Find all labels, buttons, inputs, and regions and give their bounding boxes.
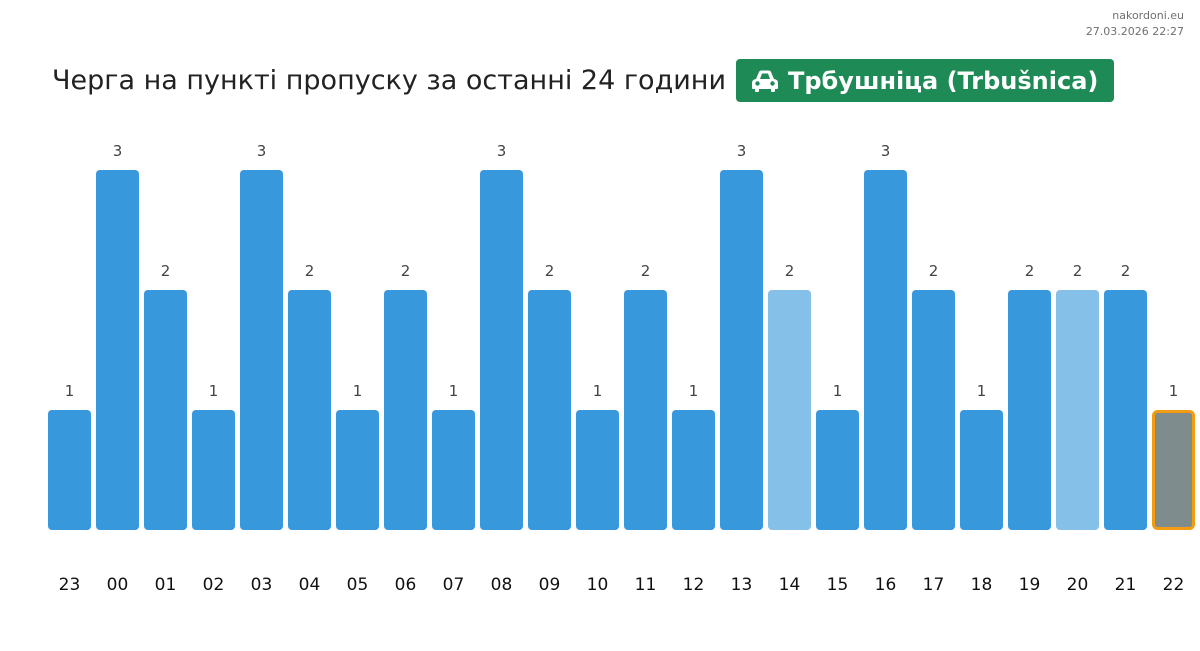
value-label-02: 1: [209, 382, 219, 400]
x-tick-22: 22: [1163, 575, 1185, 595]
bar-17[interactable]: [912, 290, 955, 530]
value-label-19: 2: [1025, 262, 1035, 280]
value-label-01: 2: [161, 262, 171, 280]
bar-02[interactable]: [192, 410, 235, 530]
bar-20[interactable]: [1056, 290, 1099, 530]
value-label-13: 3: [737, 142, 747, 160]
bar-08[interactable]: [480, 170, 523, 530]
site-domain: nakordoni.eu: [1112, 9, 1184, 22]
bar-19[interactable]: [1008, 290, 1051, 530]
x-tick-07: 07: [443, 575, 465, 595]
bar-01[interactable]: [144, 290, 187, 530]
x-tick-18: 18: [971, 575, 993, 595]
x-tick-06: 06: [395, 575, 417, 595]
bar-10[interactable]: [576, 410, 619, 530]
x-tick-05: 05: [347, 575, 369, 595]
bar-13[interactable]: [720, 170, 763, 530]
x-tick-11: 11: [635, 575, 657, 595]
value-label-09: 2: [545, 262, 555, 280]
bar-18[interactable]: [960, 410, 1003, 530]
value-label-17: 2: [929, 262, 939, 280]
value-label-18: 1: [977, 382, 987, 400]
value-label-10: 1: [593, 382, 603, 400]
value-label-23: 1: [65, 382, 75, 400]
x-tick-01: 01: [155, 575, 177, 595]
value-label-21: 2: [1121, 262, 1131, 280]
bar-07[interactable]: [432, 410, 475, 530]
value-label-14: 2: [785, 262, 795, 280]
chart-header: Черга на пункті пропуску за останні 24 г…: [52, 59, 1115, 102]
bar-05[interactable]: [336, 410, 379, 530]
x-tick-17: 17: [923, 575, 945, 595]
bar-15[interactable]: [816, 410, 859, 530]
bar-06[interactable]: [384, 290, 427, 530]
x-tick-10: 10: [587, 575, 609, 595]
x-tick-04: 04: [299, 575, 321, 595]
bar-23[interactable]: [48, 410, 91, 530]
value-label-04: 2: [305, 262, 315, 280]
value-label-22: 1: [1169, 382, 1179, 400]
x-tick-00: 00: [107, 575, 129, 595]
x-tick-09: 09: [539, 575, 561, 595]
x-tick-02: 02: [203, 575, 225, 595]
x-tick-16: 16: [875, 575, 897, 595]
timestamp: 27.03.2026 22:27: [1085, 25, 1184, 38]
checkpoint-badge[interactable]: Трбушніца (Trbušnica): [736, 59, 1115, 102]
value-label-06: 2: [401, 262, 411, 280]
bar-12[interactable]: [672, 410, 715, 530]
value-label-07: 1: [449, 382, 459, 400]
value-label-05: 1: [353, 382, 363, 400]
x-tick-21: 21: [1115, 575, 1137, 595]
value-label-08: 3: [497, 142, 507, 160]
bar-22[interactable]: [1152, 410, 1195, 530]
value-label-00: 3: [113, 142, 123, 160]
value-label-11: 2: [641, 262, 651, 280]
car-icon: [750, 69, 780, 93]
x-tick-20: 20: [1067, 575, 1089, 595]
bar-16[interactable]: [864, 170, 907, 530]
value-label-12: 1: [689, 382, 699, 400]
x-tick-12: 12: [683, 575, 705, 595]
x-tick-14: 14: [779, 575, 801, 595]
bar-00[interactable]: [96, 170, 139, 530]
bar-09[interactable]: [528, 290, 571, 530]
chart-title: Черга на пункті пропуску за останні 24 г…: [52, 65, 726, 96]
value-label-16: 3: [881, 142, 891, 160]
site-meta: nakordoni.eu 27.03.2026 22:27: [1086, 8, 1184, 40]
x-tick-15: 15: [827, 575, 849, 595]
x-tick-19: 19: [1019, 575, 1041, 595]
value-label-03: 3: [257, 142, 267, 160]
checkpoint-name: Трбушніца (Trbušnica): [788, 66, 1099, 95]
value-label-20: 2: [1073, 262, 1083, 280]
bar-04[interactable]: [288, 290, 331, 530]
bar-14[interactable]: [768, 290, 811, 530]
x-tick-08: 08: [491, 575, 513, 595]
x-tick-13: 13: [731, 575, 753, 595]
bar-03[interactable]: [240, 170, 283, 530]
bar-21[interactable]: [1104, 290, 1147, 530]
x-tick-03: 03: [251, 575, 273, 595]
value-label-15: 1: [833, 382, 843, 400]
x-tick-23: 23: [59, 575, 81, 595]
bar-11[interactable]: [624, 290, 667, 530]
